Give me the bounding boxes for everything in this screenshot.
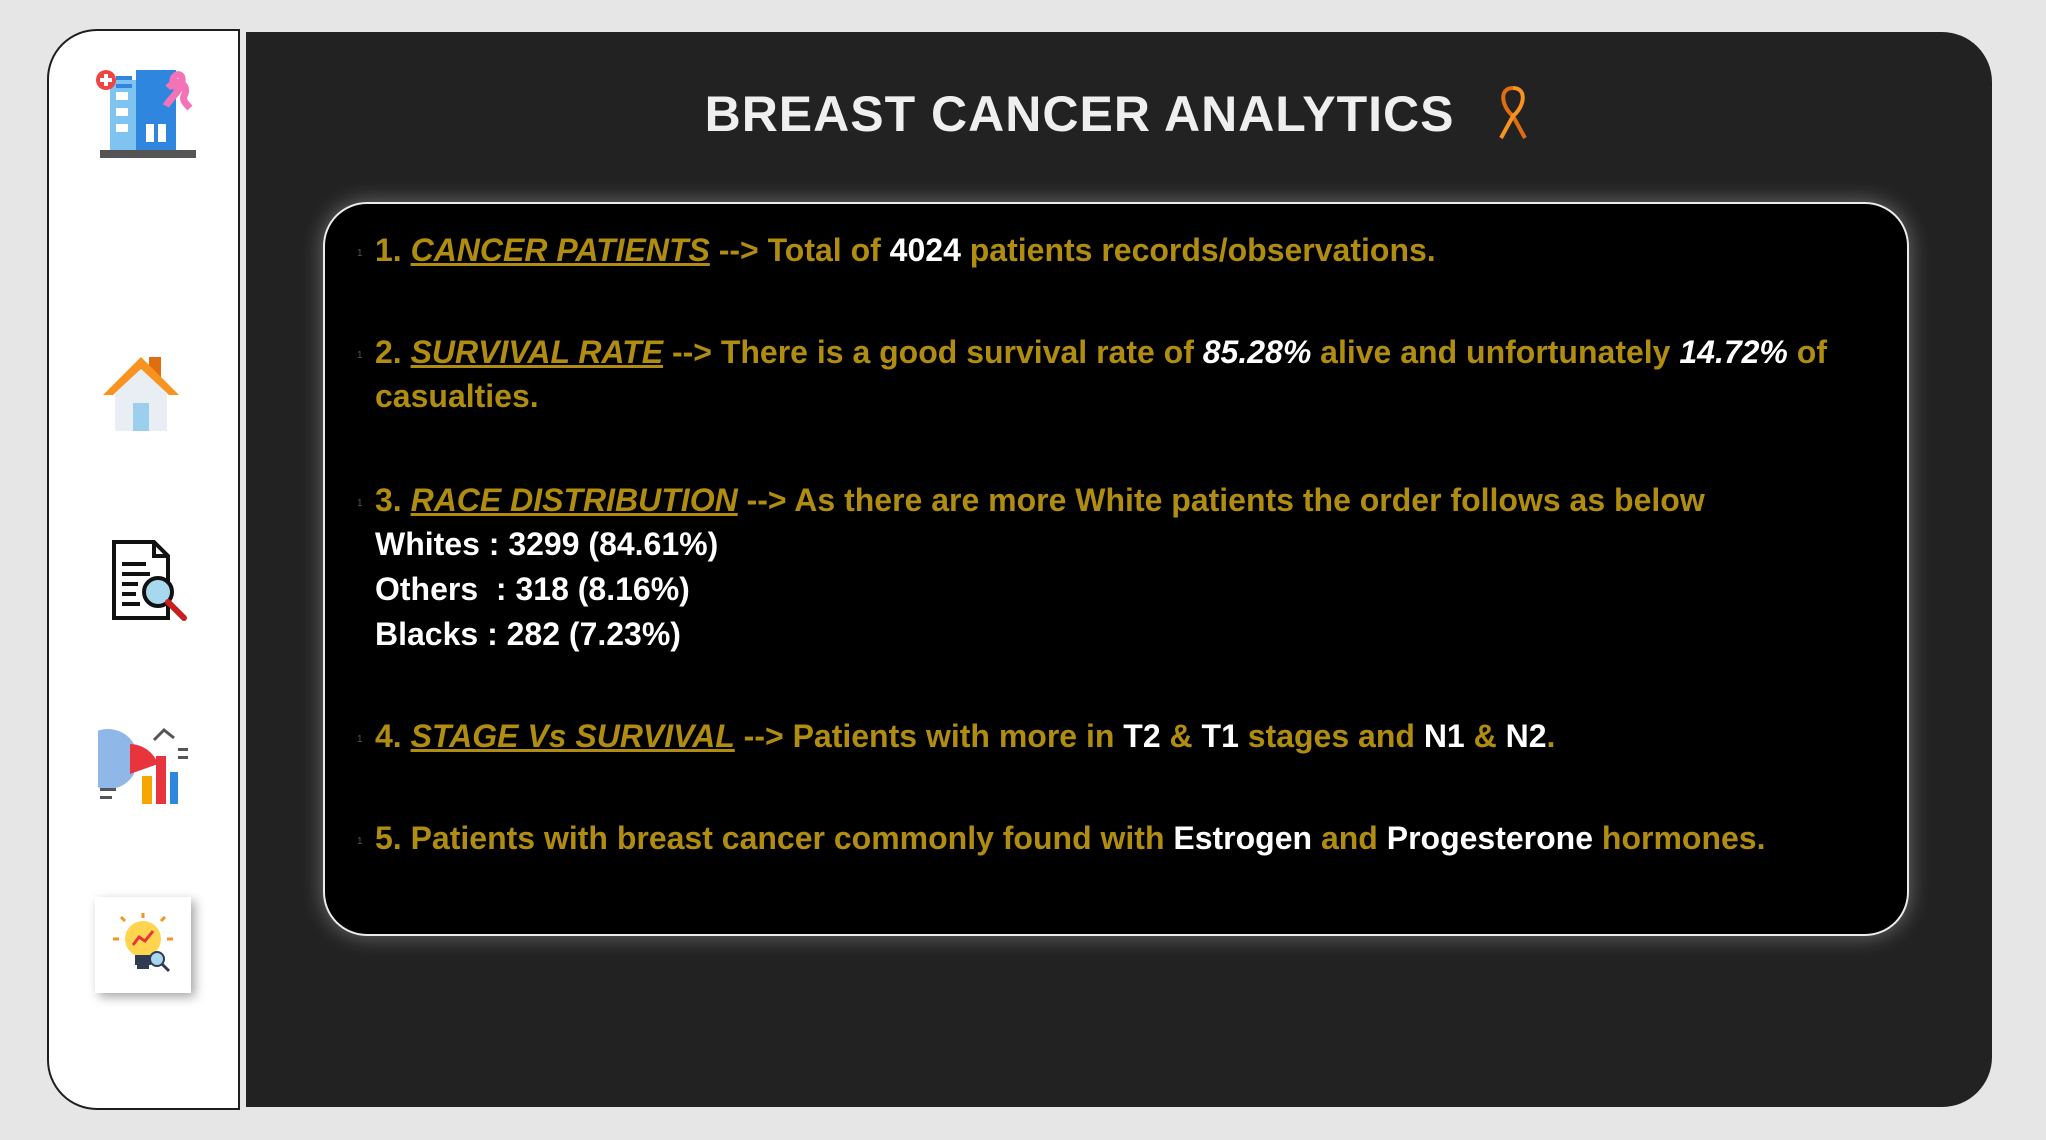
point-race-distribution: 1 3. RACE DISTRIBUTION --> As there are … [357,482,1705,518]
ampersand: & [1169,718,1193,754]
point-text: Total of [767,232,881,268]
arrow: --> [718,232,759,268]
insight-bulb-icon[interactable] [95,897,191,993]
point-heading: STAGE Vs SURVIVAL [410,718,735,754]
arrow: --> [671,334,712,370]
point-hormones: 1 5. Patients with breast cancer commonl… [357,820,1766,856]
point-text: stages and [1247,718,1415,754]
point-number: 1. [375,232,402,268]
point-number: 3. [375,482,402,518]
stage-n1: N1 [1423,718,1465,754]
arrow: --> [743,718,784,754]
point-number: 2. [375,334,402,370]
point-text: Patients with more in [792,718,1115,754]
stage-t2: T2 [1123,718,1161,754]
casualty-rate-value: 14.72% [1679,334,1788,370]
point-number: 4. [375,718,402,754]
race-others: Others : 318 (8.16%) [375,571,690,607]
insights-card: 1 1. CANCER PATIENTS --> Total of 4024 p… [323,202,1909,936]
stage-t1: T1 [1201,718,1239,754]
bottom-strip [0,1136,2046,1140]
total-patients-value: 4024 [889,232,961,268]
point-text: patients records/observations. [969,232,1436,268]
sidebar [47,29,240,1110]
main-panel: BREAST CANCER ANALYTICS 1 1. CANCER PATI… [246,32,1992,1107]
period: . [1546,718,1556,754]
point-text: Patients with breast cancer commonly fou… [410,820,1165,856]
point-text: There is a good survival rate of [720,334,1194,370]
point-number: 5. [375,820,402,856]
arrow: --> [746,482,787,518]
stage-n2: N2 [1505,718,1547,754]
point-survival-rate: 1 2. SURVIVAL RATE --> There is a good s… [357,334,1827,414]
point-cancer-patients: 1 1. CANCER PATIENTS --> Total of 4024 p… [357,232,1436,268]
home-icon[interactable] [91,341,191,441]
point-text: of casualties. [375,334,1827,414]
charts-icon[interactable] [89,711,199,821]
hormone-estrogen: Estrogen [1173,820,1313,856]
point-heading: CANCER PATIENTS [410,232,710,268]
point-heading: RACE DISTRIBUTION [410,482,738,518]
report-search-icon[interactable] [99,531,199,631]
point-text: alive and unfortunately [1320,334,1671,370]
point-heading: SURVIVAL RATE [410,334,664,370]
page-title: BREAST CANCER ANALYTICS [246,82,1992,154]
page-title-text: BREAST CANCER ANALYTICS [704,86,1455,143]
point-text: As there are more White patients the ord… [794,482,1705,518]
hospital-icon [89,59,199,169]
alive-rate-value: 85.28% [1202,334,1312,370]
race-whites: Whites : 3299 (84.61%) [375,526,719,562]
race-blacks: Blacks : 282 (7.23%) [375,616,681,652]
point-text: and [1320,820,1378,856]
point-stage-vs-survival: 1 4. STAGE Vs SURVIVAL --> Patients with… [357,718,1556,754]
awareness-ribbon-icon [1493,82,1533,154]
point-text: hormones. [1601,820,1766,856]
ampersand: & [1473,718,1497,754]
hormone-progesterone: Progesterone [1386,820,1594,856]
